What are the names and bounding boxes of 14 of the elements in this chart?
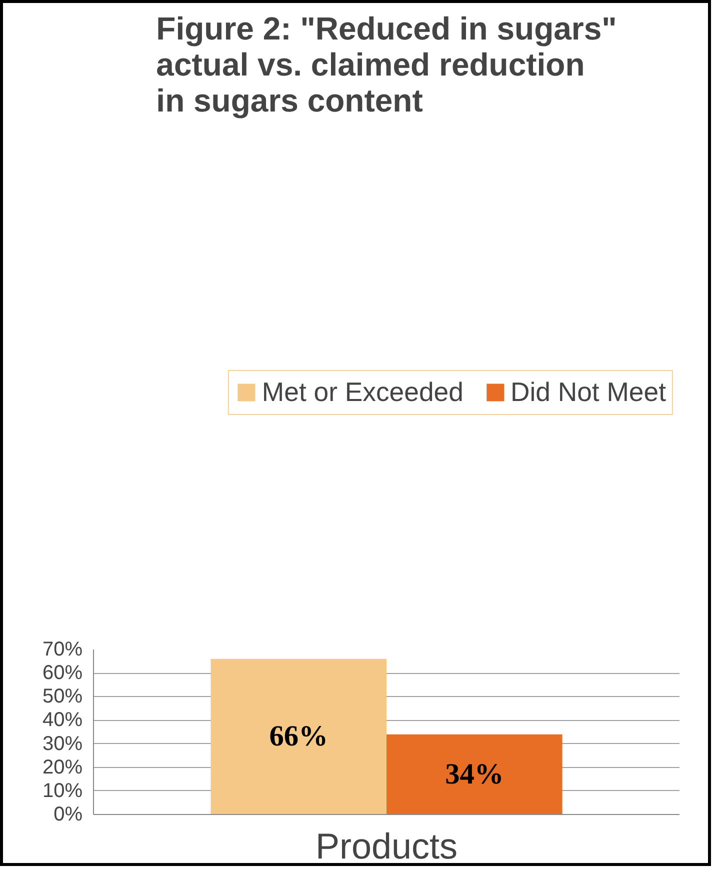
data-label: 34% [445, 758, 504, 790]
y-tick-label: 60% [42, 662, 83, 684]
y-tick-label: 30% [42, 732, 83, 755]
legend-label: Met or Exceeded [262, 376, 464, 408]
chart-title: Figure 2: "Reduced in sugars" actual vs. claimed reduction in sugars content [156, 10, 617, 118]
data-label: 66% [269, 720, 328, 753]
y-tick-label: 10% [42, 780, 83, 802]
y-tick-label: 70% [42, 638, 83, 660]
y-tick-label: 40% [42, 709, 83, 732]
legend-label: Did Not Meet [510, 376, 666, 408]
y-tick-label: 0% [54, 804, 83, 826]
y-tick-label: 50% [42, 686, 83, 708]
x-tick-label: Products [315, 826, 458, 866]
y-tick-label: 20% [42, 756, 83, 778]
